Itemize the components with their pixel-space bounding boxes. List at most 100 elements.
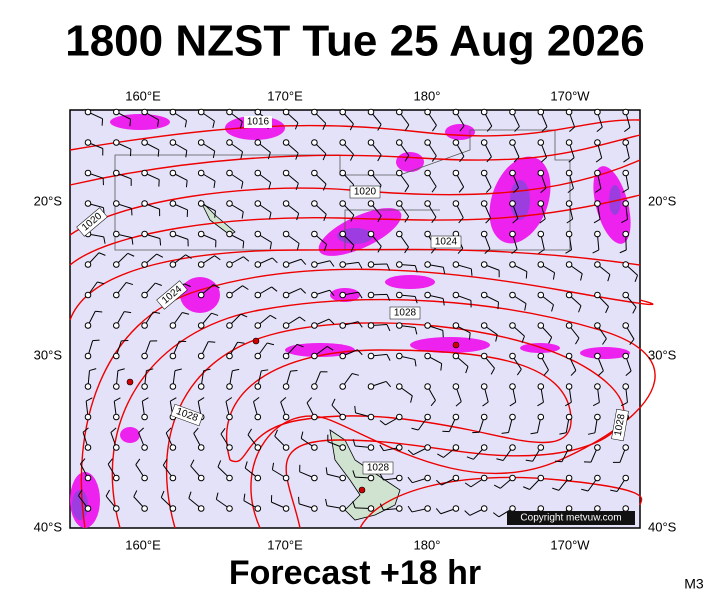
lat-label: 40°S	[648, 519, 677, 534]
forecast-label: Forecast +18 hr	[229, 554, 481, 592]
wind-barb-part	[84, 474, 92, 482]
wind-barb-part	[367, 383, 375, 390]
wind-barb-part	[490, 367, 495, 375]
wind-barb-part	[414, 327, 418, 335]
wind-barb-part	[226, 383, 233, 390]
wind-barb-part	[565, 139, 573, 146]
wind-barb-part	[241, 211, 244, 219]
wind-barb-part	[414, 296, 418, 304]
wind-barb-part	[131, 237, 134, 245]
isobar-label: 1028	[394, 308, 417, 319]
wind-barb-part	[162, 459, 168, 466]
wind-barb-part	[311, 444, 318, 451]
wind-barb-part	[197, 108, 205, 116]
wind-barb-part	[458, 186, 465, 193]
wind-barb-part	[548, 337, 553, 344]
wind-barb-part	[495, 334, 498, 342]
wind-barb-part	[339, 444, 347, 451]
wind-barb-part	[592, 249, 600, 254]
wind-barb-part	[239, 121, 243, 129]
wind-barb-part	[197, 322, 205, 329]
wind-barb-part	[480, 230, 488, 238]
lon-label: 170°E	[267, 537, 303, 552]
wind-barb-part	[367, 261, 375, 268]
wind-barb-part	[113, 413, 120, 421]
wind-barb-part	[354, 405, 357, 413]
wind-barb-part	[295, 152, 299, 160]
wind-barb-part	[424, 230, 431, 238]
wind-barb-part	[570, 370, 577, 376]
wind-barb-part	[587, 432, 596, 435]
wind-barb-part	[169, 474, 177, 482]
wind-barb-part	[84, 139, 92, 146]
wind-barb-part	[537, 230, 545, 238]
wind-barb-part	[551, 304, 554, 312]
wind-barb-part	[543, 369, 549, 376]
wind-barb-part	[509, 230, 516, 238]
wind-barb-part	[211, 312, 219, 316]
wind-barb-part	[513, 156, 520, 163]
wind-barb-part	[113, 108, 120, 116]
wind-barb-part	[396, 230, 403, 238]
wind-barb-part	[113, 352, 120, 360]
wind-barb-part	[452, 474, 460, 482]
wind-barb-part	[84, 261, 92, 268]
wind-barb-part	[242, 241, 245, 249]
wind-barb-part	[480, 352, 488, 360]
wind-barb-part	[311, 474, 318, 482]
wind-barb-part	[410, 395, 413, 403]
wind-barb-part	[296, 213, 300, 221]
wind-barb-part	[480, 383, 488, 390]
wind-barb-part	[226, 444, 233, 451]
wind-barb-part	[480, 505, 488, 512]
wind-barb-part	[98, 252, 106, 256]
wind-barb-part	[247, 428, 253, 436]
wind-barb-part	[113, 139, 120, 146]
isobar-label: 1028	[613, 413, 628, 437]
wind-barb-part	[566, 218, 573, 224]
wind-barb-part	[311, 169, 318, 177]
wind-barb-part	[509, 352, 516, 360]
wind-barb-part	[169, 444, 177, 451]
wind-barb-part	[594, 261, 601, 268]
wind-barb-part	[594, 108, 601, 116]
wind-barb-part	[226, 200, 233, 207]
wind-barb-part	[113, 474, 120, 482]
wind-barb-part	[480, 291, 488, 299]
wind-barb-part	[141, 322, 148, 329]
wind-barb-part	[261, 369, 269, 372]
wind-barb-part	[594, 322, 601, 329]
wind-barb-part	[113, 169, 120, 177]
wind-barb-part	[339, 322, 347, 329]
wind-barb-part	[539, 218, 546, 224]
wind-barb-part	[621, 218, 628, 224]
wind-barb-part	[565, 383, 573, 390]
lat-label: 30°S	[34, 347, 63, 362]
wind-barb-part	[622, 139, 630, 146]
wind-barb-part	[226, 139, 233, 146]
wind-barb-part	[634, 275, 639, 282]
wind-barb-part	[282, 322, 290, 329]
wind-barb-part	[435, 508, 442, 515]
wind-barb-part	[430, 400, 436, 407]
wind-barb-part	[225, 397, 233, 402]
wind-barb-part	[486, 156, 492, 163]
wind-barb-part	[525, 459, 533, 462]
wind-barb-part	[311, 383, 318, 390]
wind-barb-part	[452, 352, 460, 360]
wind-barb-part	[424, 139, 431, 146]
wind-barb-part	[311, 505, 318, 512]
wind-barb-part	[84, 444, 92, 451]
wind-barb-part	[80, 458, 86, 465]
wind-barb-part	[509, 413, 516, 421]
wind-barb-part	[509, 139, 516, 146]
wind-barb-part	[396, 505, 403, 512]
wind-barb-part	[367, 474, 375, 482]
wind-barb-part	[282, 413, 290, 421]
wind-barb-part	[424, 444, 431, 451]
wind-barb-part	[254, 505, 262, 512]
wind-barb-part	[538, 249, 545, 254]
wind-barb-part	[84, 200, 92, 207]
wind-barb-part	[254, 169, 262, 177]
lon-label: 180°	[414, 537, 441, 552]
